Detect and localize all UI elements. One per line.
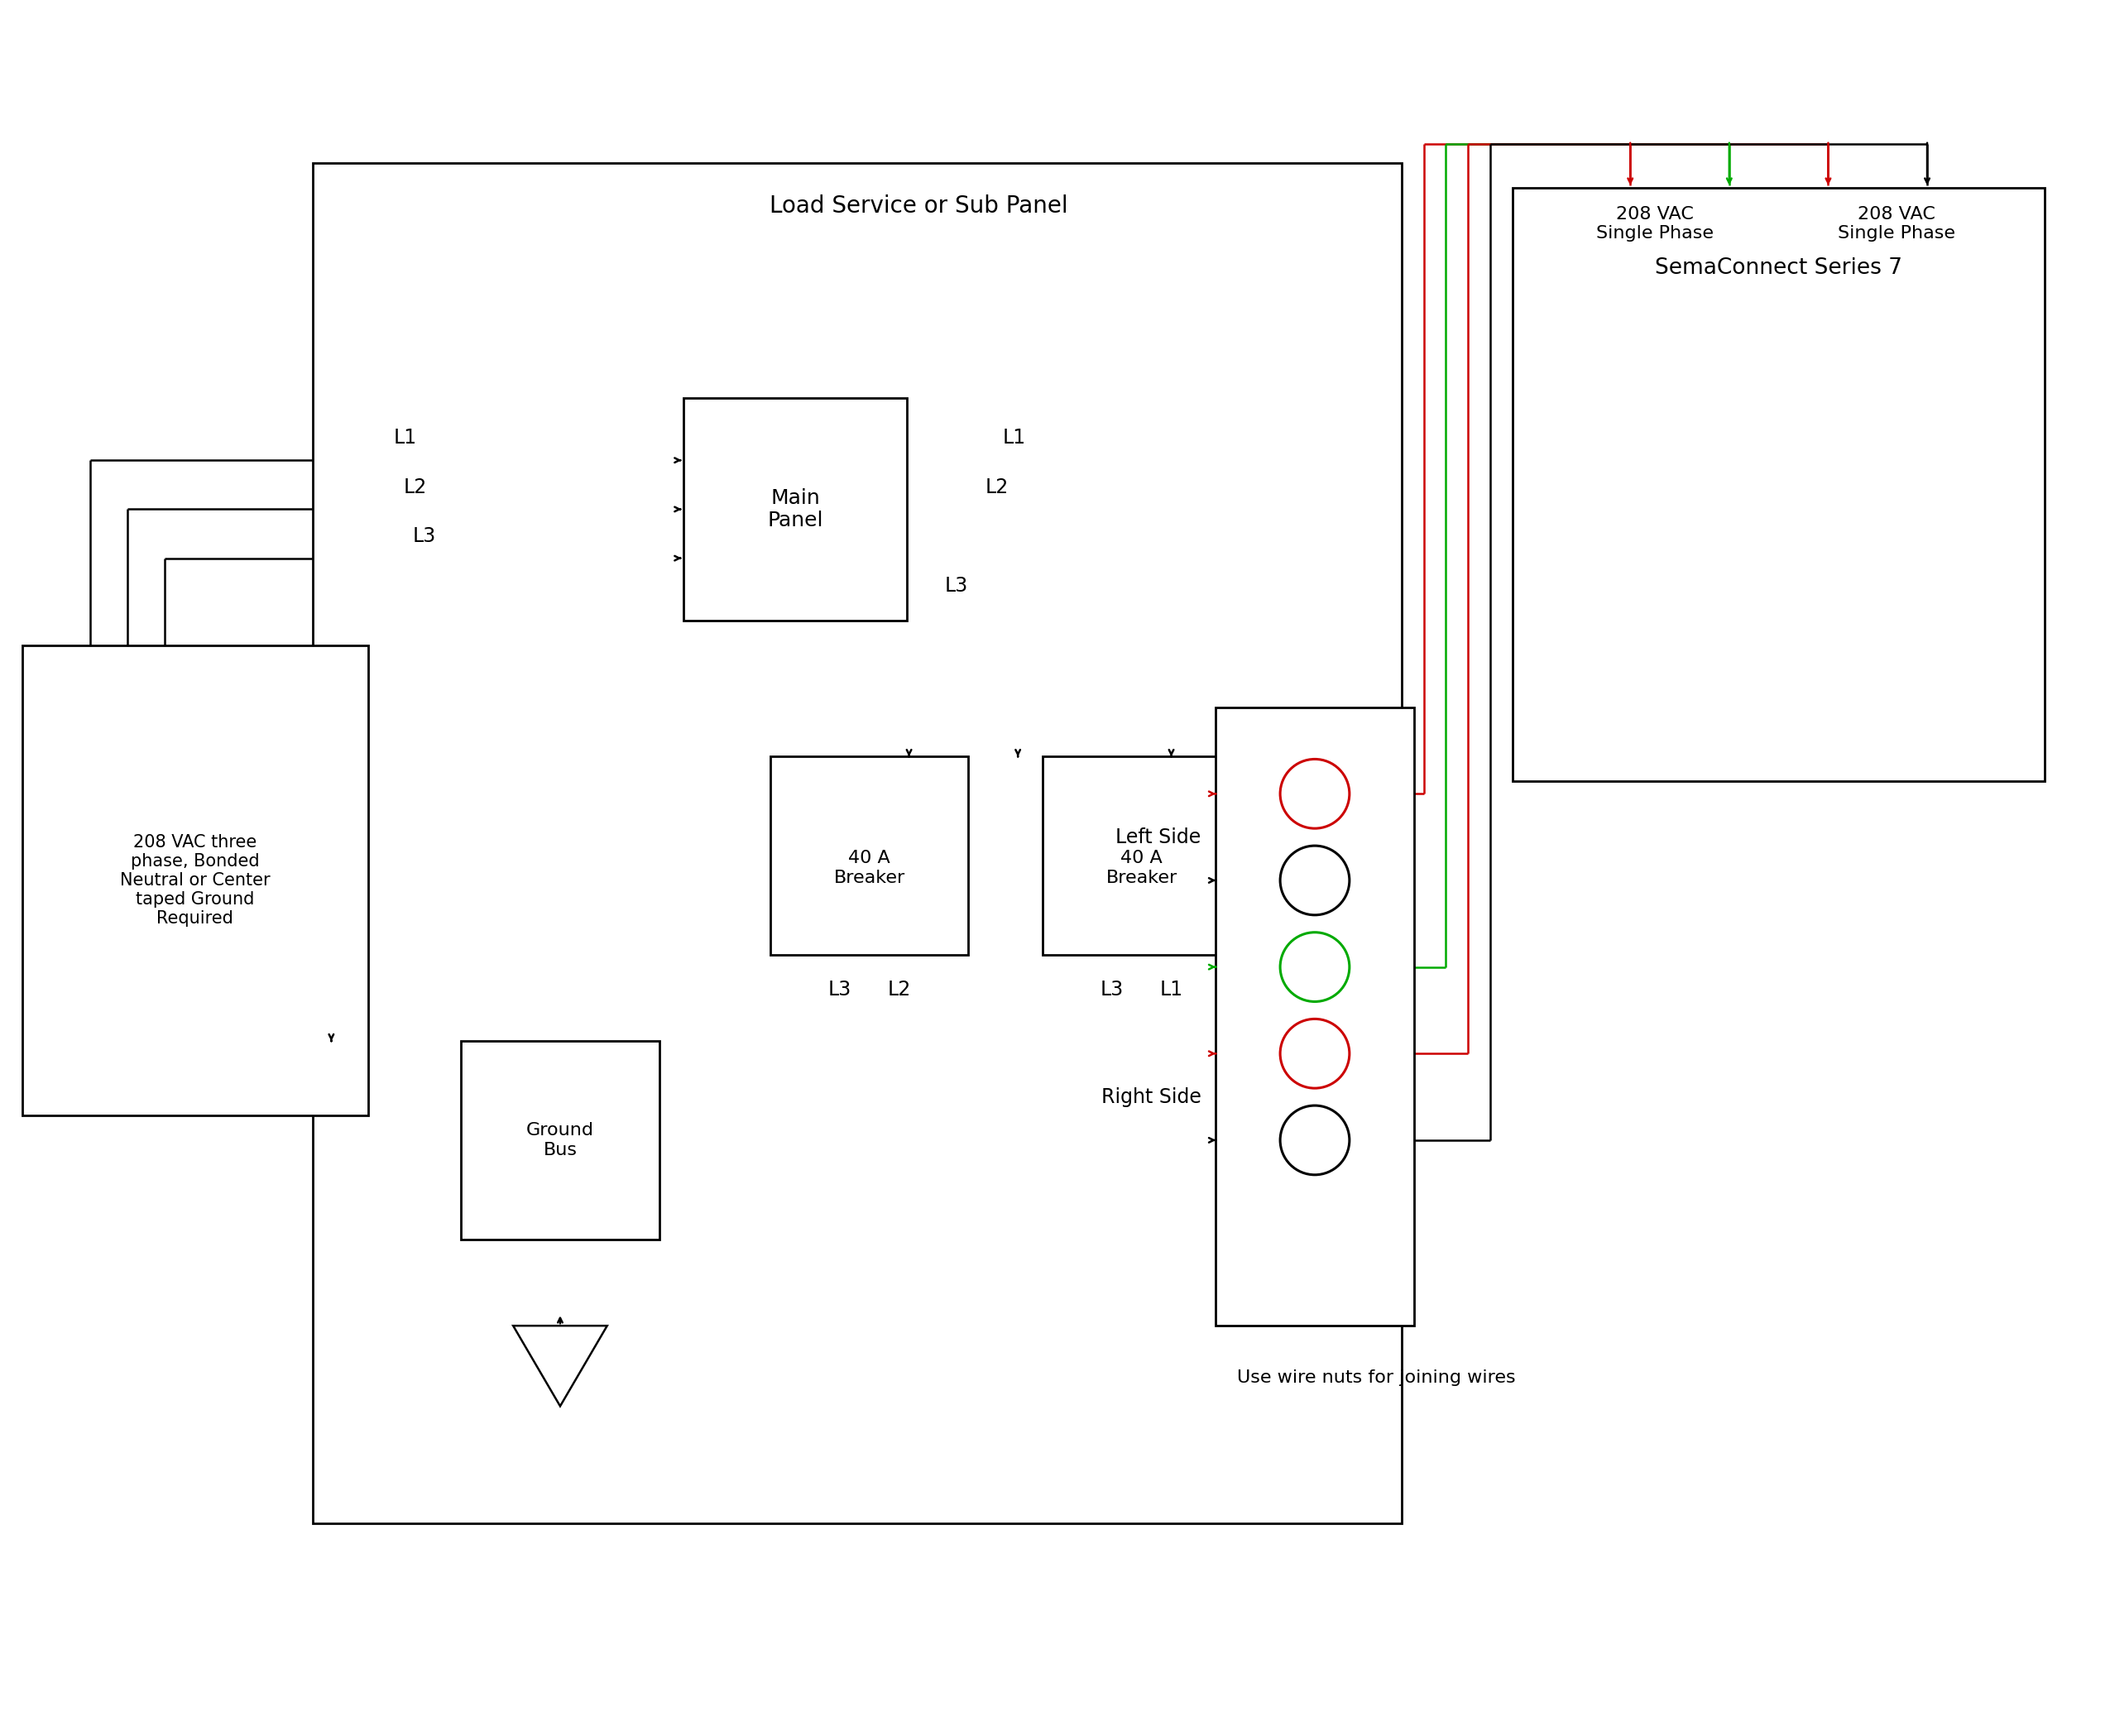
Text: L1: L1 [395, 429, 418, 448]
Circle shape [1281, 932, 1350, 1002]
Text: Ground
Bus: Ground Bus [525, 1121, 595, 1158]
Text: 208 VAC
Single Phase: 208 VAC Single Phase [1597, 207, 1713, 241]
Text: L3: L3 [1099, 979, 1125, 1000]
Text: 40 A
Breaker: 40 A Breaker [1106, 851, 1177, 885]
Text: 40 A
Breaker: 40 A Breaker [833, 851, 905, 885]
Text: L3: L3 [945, 576, 968, 595]
Text: SemaConnect Series 7: SemaConnect Series 7 [1654, 257, 1903, 279]
Text: L3: L3 [827, 979, 852, 1000]
Bar [1042, 757, 1241, 955]
Bar [1215, 707, 1414, 1326]
Text: 208 VAC three
phase, Bonded
Neutral or Center
taped Ground
Required: 208 VAC three phase, Bonded Neutral or C… [120, 833, 270, 927]
Bar [21, 646, 369, 1116]
Text: Left Side: Left Side [1116, 826, 1201, 847]
Text: Main
Panel: Main Panel [768, 488, 823, 531]
Text: L1: L1 [1002, 429, 1025, 448]
Circle shape [1281, 845, 1350, 915]
Text: L3: L3 [411, 526, 437, 545]
Text: L2: L2 [888, 979, 912, 1000]
Bar [312, 163, 1401, 1524]
Polygon shape [513, 1326, 608, 1406]
Circle shape [1281, 759, 1350, 828]
Text: Right Side: Right Side [1101, 1087, 1201, 1108]
Bar [770, 757, 968, 955]
Text: L2: L2 [403, 477, 426, 496]
Circle shape [1281, 1019, 1350, 1088]
Bar [462, 1042, 658, 1240]
Text: L1: L1 [1160, 979, 1184, 1000]
Circle shape [1281, 1106, 1350, 1175]
Text: 208 VAC
Single Phase: 208 VAC Single Phase [1838, 207, 1956, 241]
Text: Use wire nuts for joining wires: Use wire nuts for joining wires [1236, 1370, 1515, 1385]
Text: Load Service or Sub Panel: Load Service or Sub Panel [770, 194, 1068, 217]
Bar [1513, 187, 2045, 781]
Bar [684, 398, 907, 620]
Text: L2: L2 [985, 477, 1009, 496]
